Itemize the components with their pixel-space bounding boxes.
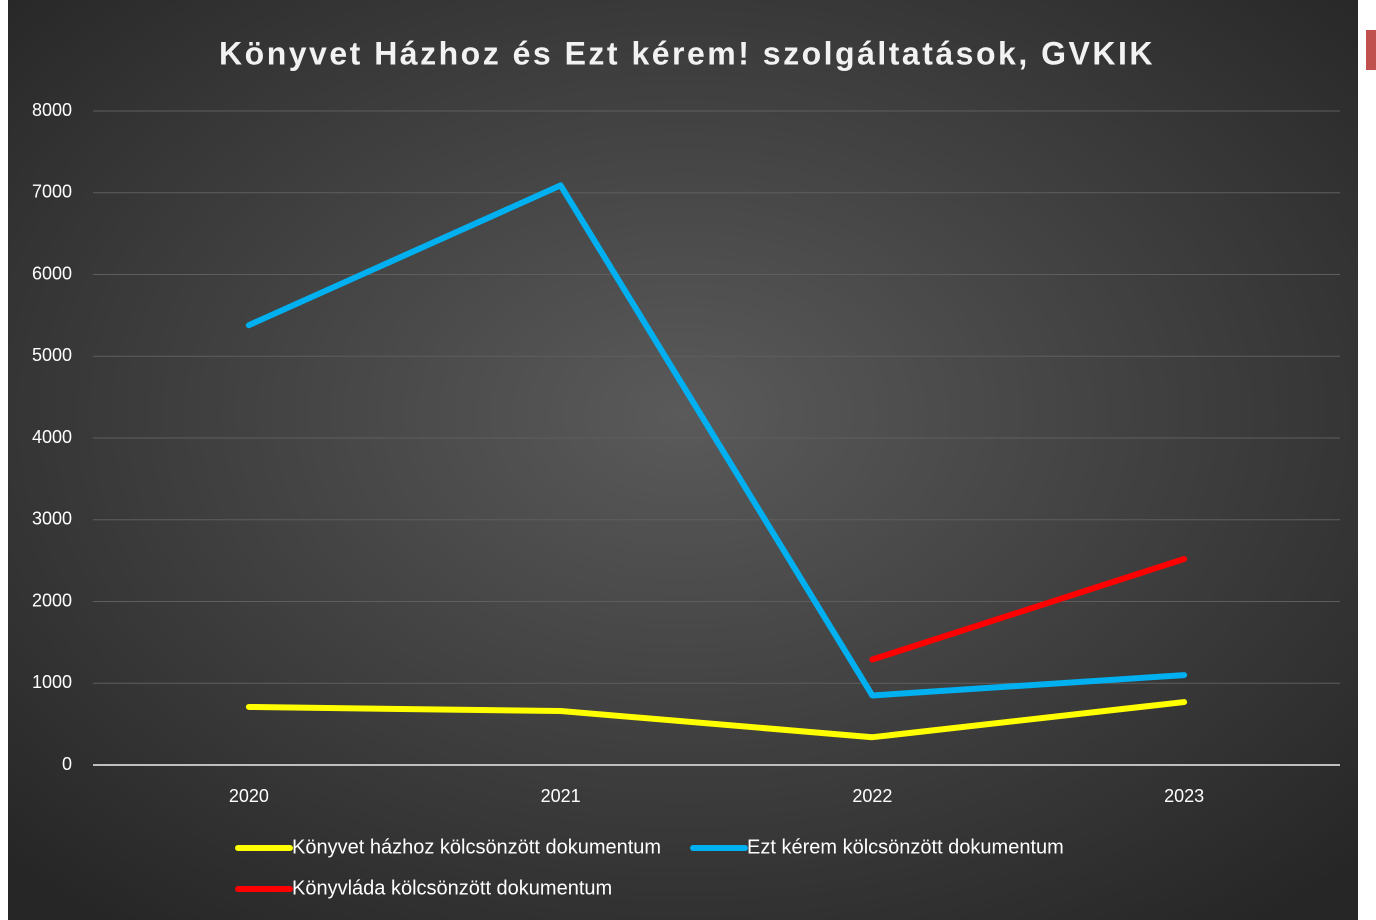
series-line xyxy=(245,182,1188,699)
legend-label: Ezt kérem kölcsönzött dokumentum xyxy=(747,836,1064,858)
series-line xyxy=(869,555,1188,663)
x-tick-label: 2021 xyxy=(541,786,581,806)
chart-title: Könyvet Házhoz és Ezt kérem! szolgáltatá… xyxy=(219,35,1155,71)
series-line xyxy=(245,699,1188,741)
y-tick-label: 1000 xyxy=(32,672,72,692)
y-tick-label: 4000 xyxy=(32,427,72,447)
y-tick-label: 0 xyxy=(62,754,72,774)
x-tick-label: 2023 xyxy=(1164,786,1204,806)
chart-background xyxy=(8,0,1358,920)
legend-label: Könyvet házhoz kölcsönzött dokumentum xyxy=(292,836,661,858)
y-tick-label: 2000 xyxy=(32,590,72,610)
y-tick-label: 5000 xyxy=(32,345,72,365)
legend-label: Könyvláda kölcsönzött dokumentum xyxy=(292,877,612,899)
x-tick-label: 2022 xyxy=(852,786,892,806)
y-tick-label: 3000 xyxy=(32,509,72,529)
x-tick-label: 2020 xyxy=(229,786,269,806)
y-tick-label: 6000 xyxy=(32,263,72,283)
side-marker xyxy=(1366,30,1376,70)
y-tick-label: 8000 xyxy=(32,100,72,120)
y-tick-label: 7000 xyxy=(32,182,72,202)
